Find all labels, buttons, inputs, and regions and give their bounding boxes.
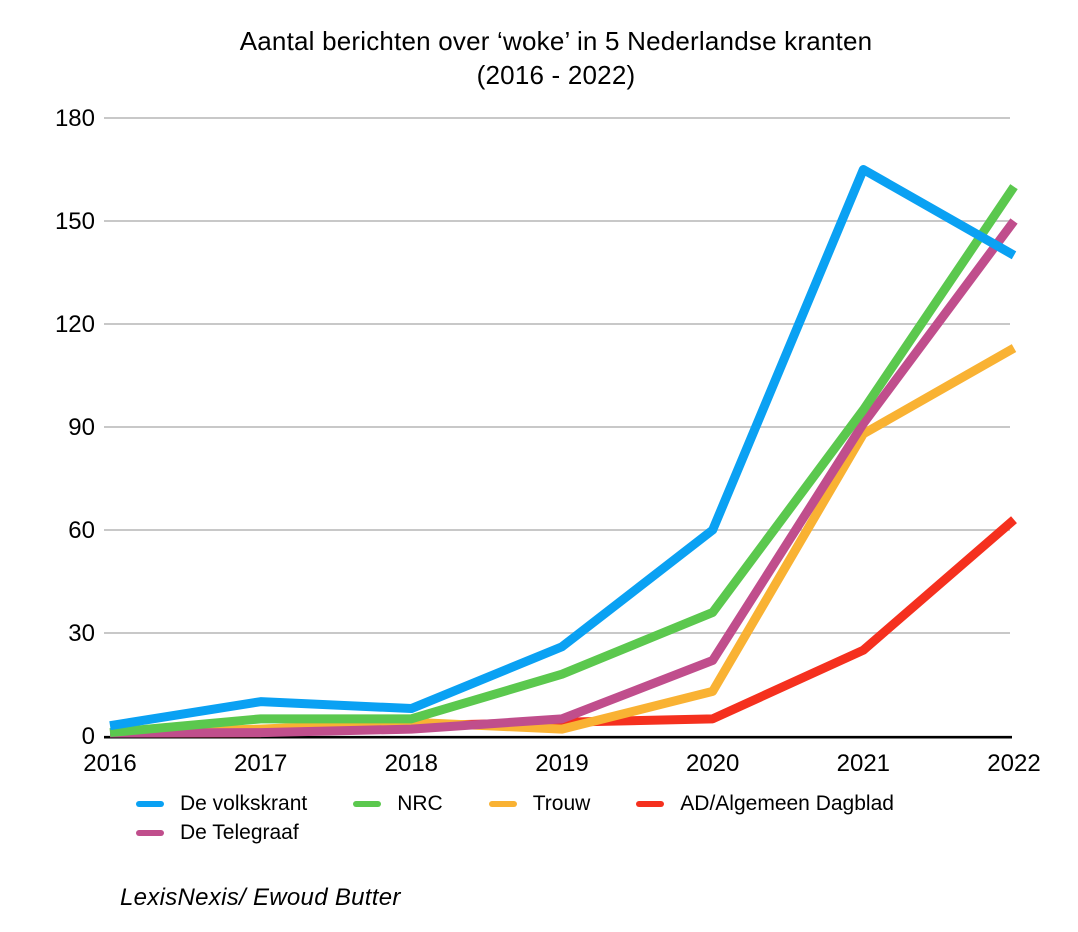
series-line-de-telegraaf: [109, 218, 1018, 738]
legend-swatch-icon: [353, 801, 382, 807]
legend-swatch-icon: [136, 830, 164, 836]
source-credit: LexisNexis/ Ewoud Butter: [120, 884, 401, 911]
y-tick-label-120: 120: [55, 311, 95, 338]
legend-swatch-icon: [136, 801, 164, 807]
legend-label: De Telegraaf: [180, 821, 299, 844]
legend: De volkskrant NRC Trouw AD/Algemeen Dagblad…: [136, 793, 1036, 844]
legend-item-trouw: Trouw: [488, 792, 591, 815]
x-tick-label-2022: 2022: [987, 750, 1040, 777]
x-tick-label-2020: 2020: [686, 750, 739, 777]
legend-label: NRC: [397, 792, 443, 815]
legend-label: Trouw: [532, 792, 591, 815]
legend-label: De volkskrant: [180, 792, 308, 815]
x-tick-label-2017: 2017: [234, 750, 287, 777]
y-tick-label-90: 90: [68, 414, 95, 441]
y-tick-label-30: 30: [68, 620, 95, 647]
legend-swatch-icon: [636, 801, 665, 807]
x-tick-label-2021: 2021: [837, 750, 890, 777]
y-tick-label-150: 150: [55, 208, 95, 235]
chart-title: Aantal berichten over ‘woke’ in 5 Nederl…: [56, 24, 1056, 92]
legend-item-de-volkskrant: De volkskrant: [136, 793, 307, 815]
chart-svg: 0 30 60 90 120 150 180 2016 2017 2018 2019 2020 2021…: [55, 105, 1041, 777]
legend-label: AD/Algemeen Dagblad: [680, 792, 894, 815]
series-line-nrc: [109, 184, 1018, 738]
legend-item-nrc: NRC: [353, 793, 443, 815]
series-line-de-volkskrant: [109, 165, 1017, 731]
legend-item-de-telegraaf: De Telegraaf: [136, 822, 299, 844]
y-tick-label-180: 180: [55, 105, 95, 132]
x-tick-label-2016: 2016: [83, 750, 136, 777]
y-tick-label-0: 0: [82, 723, 95, 750]
chart-title-line2: (2016 - 2022): [476, 60, 636, 90]
x-tick-label-2019: 2019: [535, 750, 588, 777]
legend-item-ad-algemeen-dagblad: AD/Algemeen Dagblad: [636, 793, 894, 815]
x-tick-label-2018: 2018: [385, 750, 438, 777]
chart-title-line1: Aantal berichten over ‘woke’ in 5 Nederl…: [239, 26, 873, 56]
y-tick-label-60: 60: [68, 517, 95, 544]
legend-swatch-icon: [488, 801, 517, 807]
